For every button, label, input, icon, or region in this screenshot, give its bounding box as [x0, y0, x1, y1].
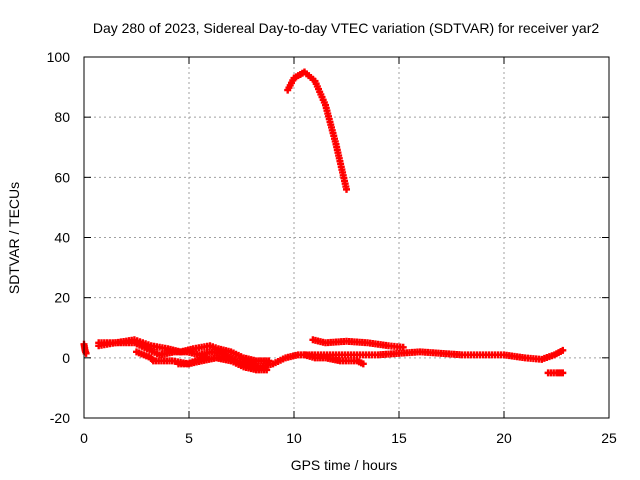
y-tick-label: -20 — [50, 410, 70, 426]
y-tick-label: 20 — [54, 290, 70, 306]
x-tick-label: 0 — [80, 430, 88, 446]
data-point — [399, 343, 407, 351]
y-tick-label: 0 — [62, 350, 70, 366]
data-point — [343, 185, 350, 193]
x-tick-label: 20 — [496, 430, 512, 446]
y-axis-label: SDTVAR / TECUs — [6, 182, 22, 294]
series-track-i-start-marks — [80, 340, 90, 357]
data-point — [202, 354, 210, 362]
chart-title: Day 280 of 2023, Sidereal Day-to-day VTE… — [93, 20, 599, 36]
data-point — [359, 360, 367, 368]
series-track-e-peak — [284, 68, 350, 193]
y-tick-label: 40 — [54, 230, 70, 246]
x-tick-label: 5 — [185, 430, 193, 446]
data-series — [80, 68, 567, 377]
data-point — [263, 366, 271, 374]
series-track-b-upper — [95, 336, 273, 365]
y-tick-label: 100 — [47, 49, 71, 65]
axis-ticks: 0 5 10 15 20 25 -20 0 20 40 60 80 100 — [47, 49, 617, 446]
x-axis-label: GPS time / hours — [291, 457, 398, 473]
series-track-d-dip — [175, 354, 210, 368]
x-tick-label: 10 — [286, 430, 302, 446]
data-point — [265, 357, 273, 365]
x-tick-label: 25 — [601, 430, 617, 446]
data-point — [559, 346, 567, 354]
series-track-g-lower-mid — [301, 351, 367, 368]
y-tick-label: 60 — [54, 169, 70, 185]
series-track-h-end — [544, 369, 567, 377]
series-track-f-upper-mid — [309, 336, 407, 351]
y-tick-label: 80 — [54, 109, 70, 125]
x-tick-label: 15 — [391, 430, 407, 446]
data-point — [559, 369, 567, 377]
